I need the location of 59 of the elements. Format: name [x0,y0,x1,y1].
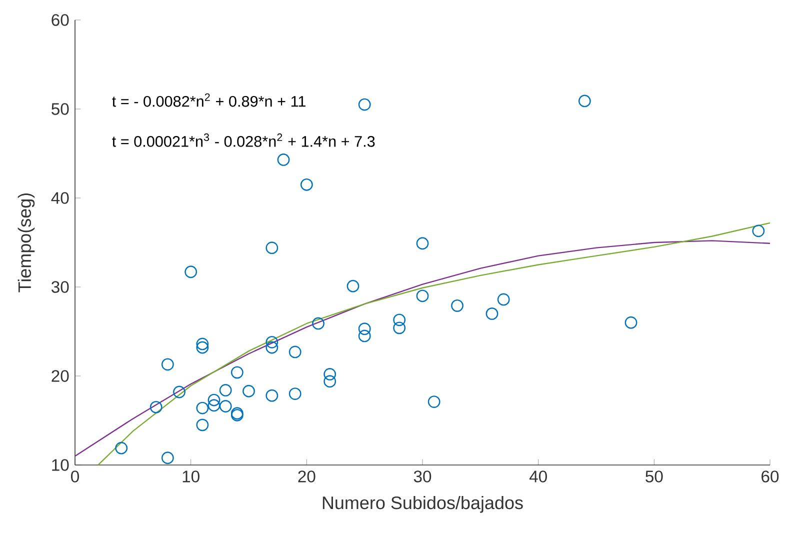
point [173,386,186,398]
point [219,384,232,396]
point [393,322,406,334]
x-tick-label: 30 [414,470,432,482]
y-axis-title: Tiempo(seg) [18,193,35,292]
point [266,242,278,254]
point [230,366,244,379]
x-tick-label: 60 [762,470,779,482]
annotation: t = 0.00021*n$^{3}$ - 0.028*n$^{2}$ + 1.4*n + 7.3 [112,133,375,147]
point [208,394,220,406]
point [497,293,510,306]
point [324,368,336,380]
point [288,346,302,358]
point [451,299,464,312]
y-tick-label: 30 [51,281,69,293]
point [416,290,429,302]
y-tick-label: 40 [51,192,69,204]
x-tick-label: 20 [298,470,316,482]
point [150,400,162,414]
point [196,341,209,354]
point [242,384,255,398]
point [219,400,232,412]
point [266,336,278,348]
point [752,224,765,238]
point [208,399,220,412]
x-axis-title: Numero Subidos/bajados [322,496,523,513]
x-tick-label: 40 [529,470,547,482]
point [288,388,302,400]
point [161,358,174,371]
y-tick-label: 50 [52,103,69,115]
y-tick-label: 20 [52,370,69,382]
point [266,389,278,402]
point [196,338,209,350]
point [358,330,371,342]
point [184,266,198,278]
point [393,314,406,326]
point [196,402,209,414]
point [277,154,290,166]
point [486,307,498,320]
x-tick-label: 10 [182,470,200,482]
x-tick-label: 50 [646,470,663,482]
point [428,396,440,408]
point [358,322,371,336]
point [578,94,591,108]
x-tick-label: 0 [71,470,79,482]
point [624,316,638,329]
y-tick-label: 60 [52,14,69,26]
y-tick-label: 10 [52,459,69,471]
point [115,442,128,454]
point [358,98,371,111]
point [300,178,313,191]
point [196,418,209,432]
point [161,452,174,464]
point [266,341,278,354]
point [416,237,429,250]
point [312,317,324,330]
point [346,280,360,292]
point [324,375,336,388]
annotation: t = - 0.0082*n$^{2}$ + 0.89*n + 11 [112,93,306,107]
